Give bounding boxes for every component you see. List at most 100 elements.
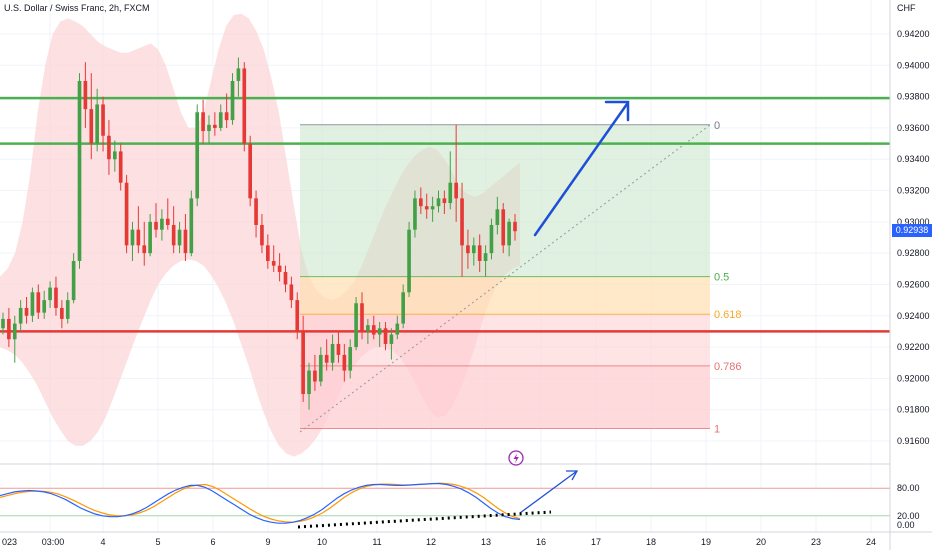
candle-body bbox=[107, 135, 111, 160]
price-tick-label: 0.93800 bbox=[897, 92, 930, 102]
time-tick-label: 12 bbox=[426, 537, 436, 547]
candle-body bbox=[65, 300, 70, 319]
candle-body bbox=[130, 229, 135, 246]
candle-body bbox=[1, 318, 5, 329]
candle-body bbox=[60, 307, 64, 319]
candle-body bbox=[501, 209, 506, 246]
price-tick-label: 0.93200 bbox=[897, 186, 930, 196]
chart-title: U.S. Dollar / Swiss Franc, 2h, FXCM bbox=[4, 3, 150, 13]
candle-body bbox=[271, 260, 276, 266]
candle-body bbox=[189, 198, 194, 254]
candle-body bbox=[83, 80, 88, 110]
time-tick-label: 5 bbox=[155, 537, 160, 547]
candle-body bbox=[360, 303, 364, 332]
stoch-projection-arrow bbox=[519, 470, 579, 514]
time-tick-label: 16 bbox=[536, 537, 546, 547]
candle-body bbox=[54, 287, 58, 308]
fib-zone bbox=[300, 276, 710, 315]
stoch-tick-label: 80.00 bbox=[897, 483, 920, 493]
candle-body bbox=[348, 347, 353, 371]
time-tick-label: 10 bbox=[317, 537, 327, 547]
candle-body bbox=[42, 300, 47, 313]
fib-zone bbox=[300, 365, 710, 429]
candle-body bbox=[419, 198, 423, 207]
candle-body bbox=[118, 151, 123, 183]
candle-body bbox=[48, 287, 52, 301]
candle-body bbox=[236, 68, 241, 81]
fibonacci-retracement[interactable]: 0 0.5 0.618 0.786 1 bbox=[300, 120, 742, 436]
price-tick-label: 0.93000 bbox=[897, 217, 930, 227]
time-tick-label: 20 bbox=[756, 537, 766, 547]
candle-body bbox=[230, 80, 235, 121]
time-tick-label: 18 bbox=[646, 537, 656, 547]
candle-body bbox=[383, 328, 388, 344]
fib-zone bbox=[300, 124, 710, 277]
projection-arrow bbox=[533, 100, 630, 237]
price-tick-label: 0.92800 bbox=[897, 248, 930, 258]
fib-level-label: 1 bbox=[714, 423, 720, 435]
candle-body bbox=[160, 218, 164, 230]
candle-body bbox=[477, 245, 482, 261]
candle-body bbox=[30, 292, 35, 316]
price-tick-label: 0.92400 bbox=[897, 311, 930, 321]
candle-body bbox=[266, 245, 270, 261]
stoch-k-line bbox=[0, 483, 521, 524]
candle-body bbox=[301, 331, 305, 395]
candle-body bbox=[289, 284, 294, 301]
fib-level-label: 0.618 bbox=[714, 309, 742, 321]
price-axis[interactable]: 0.94200 0.94000 0.93800 0.93600 0.93400 0.932… bbox=[897, 29, 930, 446]
price-tick-label: 0.94200 bbox=[897, 29, 930, 39]
candle-body bbox=[495, 209, 500, 225]
candle-body bbox=[124, 182, 129, 246]
candle-body bbox=[283, 271, 288, 285]
time-tick-label: 11 bbox=[372, 537, 381, 547]
stoch-divergence-line bbox=[297, 510, 552, 529]
candle-body bbox=[224, 112, 229, 121]
time-axis[interactable]: 023 03:00 4 5 6 9 10 11 12 13 16 17 18 19 20 23 24 bbox=[2, 537, 876, 547]
candle-body bbox=[242, 68, 247, 144]
candle-body bbox=[401, 292, 406, 324]
candle-body bbox=[489, 224, 494, 254]
price-tick-label: 0.91800 bbox=[897, 405, 930, 415]
currency-label: CHF bbox=[897, 3, 916, 13]
price-tick-label: 0.92200 bbox=[897, 342, 930, 352]
candle-body bbox=[201, 112, 205, 132]
price-tick-label: 0.93400 bbox=[897, 154, 930, 164]
candle-body bbox=[136, 229, 141, 246]
stoch-tick-label: 20.00 bbox=[897, 511, 920, 521]
candle-body bbox=[207, 124, 211, 132]
candle-body bbox=[389, 334, 394, 344]
horizontal-levels[interactable] bbox=[0, 96, 890, 333]
price-tick-label: 0.94000 bbox=[897, 60, 930, 70]
candle-body bbox=[277, 265, 282, 272]
fib-trend-line bbox=[299, 124, 711, 433]
candle-body bbox=[183, 229, 188, 254]
candle-body bbox=[366, 325, 370, 332]
time-tick-label: 023 bbox=[2, 537, 17, 547]
fib-level-label: 0 bbox=[714, 120, 720, 132]
candle-body bbox=[71, 260, 76, 301]
candle-body bbox=[413, 198, 417, 230]
candle-body bbox=[195, 112, 200, 199]
candle-body bbox=[165, 218, 170, 225]
time-tick-label: 9 bbox=[265, 537, 270, 547]
stochastic-oscillator bbox=[0, 482, 890, 524]
candle-body bbox=[12, 323, 17, 340]
price-tick-label: 0.92000 bbox=[897, 373, 930, 383]
time-tick-label: 19 bbox=[701, 537, 711, 547]
candle-body bbox=[112, 151, 117, 160]
candle-body bbox=[7, 318, 11, 340]
candle-body bbox=[460, 198, 464, 246]
candle-body bbox=[154, 221, 158, 230]
candle-body bbox=[95, 104, 99, 144]
time-tick-label: 23 bbox=[811, 537, 821, 547]
candle-body bbox=[395, 323, 400, 335]
candle-body bbox=[218, 112, 223, 128]
candle-body bbox=[18, 307, 23, 324]
candle-body bbox=[24, 307, 29, 316]
candle-body bbox=[442, 198, 447, 204]
candle-body bbox=[254, 198, 258, 225]
candle-body bbox=[471, 245, 476, 254]
candle-body bbox=[89, 109, 94, 144]
